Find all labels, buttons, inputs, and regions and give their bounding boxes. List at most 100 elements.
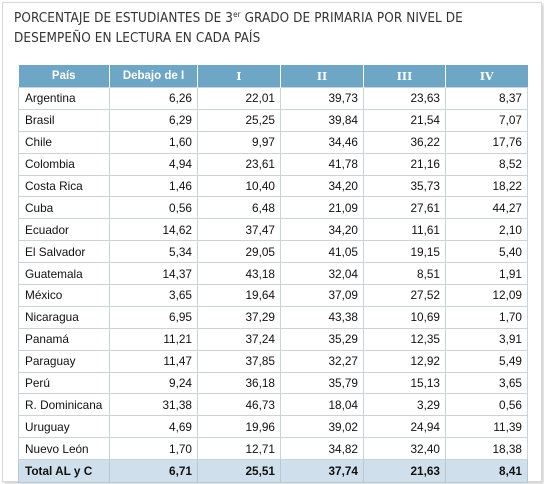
cell-level-iv: 44,27 <box>445 196 528 220</box>
table-total-row: Total AL y C 6,71 25,51 37,74 21,63 8,41 <box>18 459 528 484</box>
title-line-1-text-b: GRADO DE PRIMARIA POR NIVEL DE <box>240 11 463 26</box>
title-line-2: DESEMPEÑO EN LECTURA EN CADA PAÍS <box>14 31 261 46</box>
cell-country: Uruguay <box>18 415 110 439</box>
cell-debajo-de-i: 6,95 <box>109 305 198 329</box>
cell-level-i: 37,24 <box>197 327 281 351</box>
table-row: Panamá 11,21 37,24 35,29 12,35 3,91 <box>18 327 528 351</box>
cell-debajo-de-i: 11,47 <box>109 349 198 373</box>
cell-level-iv: 18,22 <box>445 174 528 198</box>
cell-level-ii: 34,46 <box>280 130 364 154</box>
cell-level-ii: 39,02 <box>280 415 364 439</box>
table-row: Brasil 6,29 25,25 39,84 21,54 7,07 <box>18 108 528 132</box>
table-row: Nicaragua 6,95 37,29 43,38 10,69 1,70 <box>18 305 528 329</box>
cell-level-i: 36,18 <box>197 371 281 395</box>
header-level-iv: IV <box>445 65 528 88</box>
performance-table: País Debajo de I I II III IV Argentina 6,… <box>18 65 528 484</box>
cell-country: Nuevo León <box>18 437 110 461</box>
title-superscript: er <box>233 10 241 19</box>
cell-level-iii: 12,35 <box>363 327 446 351</box>
cell-debajo-de-i: 4,69 <box>109 415 198 439</box>
cell-level-iv: 3,91 <box>445 327 528 351</box>
cell-level-iv: 7,07 <box>445 108 528 132</box>
cell-level-i: 37,47 <box>197 218 281 242</box>
cell-country: México <box>18 284 110 307</box>
table-row: Nuevo León 1,70 12,71 34,82 32,40 18,38 <box>18 437 528 461</box>
cell-level-i: 29,05 <box>197 240 281 264</box>
table-row: Colombia 4,94 23,61 41,78 21,16 8,52 <box>18 152 528 176</box>
cell-level-ii: 41,78 <box>280 152 364 176</box>
table-row: Costa Rica 1,46 10,40 34,20 35,73 18,22 <box>18 174 528 198</box>
cell-level-iv: 1,70 <box>445 305 528 329</box>
cell-level-iii: 11,61 <box>363 218 446 242</box>
cell-debajo-de-i: 3,65 <box>109 284 198 307</box>
cell-level-iv: 0,56 <box>445 393 528 417</box>
cell-country: Panamá <box>18 327 110 351</box>
cell-level-ii: 34,20 <box>280 218 364 242</box>
cell-level-i: 23,61 <box>197 152 281 176</box>
header-level-i: I <box>197 65 281 88</box>
cell-level-i: 46,73 <box>197 393 281 417</box>
cell-level-i: 10,40 <box>197 174 281 198</box>
cell-level-i: 19,64 <box>197 284 281 307</box>
cell-level-ii: 32,04 <box>280 262 364 286</box>
cell-debajo-de-i: 6,26 <box>109 87 198 110</box>
cell-level-ii: 34,82 <box>280 437 364 461</box>
cell-level-iv: 18,38 <box>445 437 528 461</box>
cell-level-i: 19,96 <box>197 415 281 439</box>
cell-level-iii: 32,40 <box>363 437 446 461</box>
cell-debajo-de-i: 4,94 <box>109 152 198 176</box>
table-row: Cuba 0,56 6,48 21,09 27,61 44,27 <box>18 196 528 220</box>
cell-level-iv: 8,52 <box>445 152 528 176</box>
cell-level-iv: 12,09 <box>445 284 528 307</box>
cell-level-ii: 35,79 <box>280 371 364 395</box>
cell-debajo-de-i: 1,60 <box>109 130 198 154</box>
cell-debajo-de-i: 14,62 <box>109 218 198 242</box>
cell-debajo-de-i: 1,70 <box>109 437 198 461</box>
cell-country: Paraguay <box>18 349 110 373</box>
header-level-iii: III <box>363 65 446 88</box>
cell-level-ii: 39,84 <box>280 108 364 132</box>
cell-debajo-de-i: 11,21 <box>109 327 198 351</box>
total-cell-country: Total AL y C <box>18 459 110 484</box>
cell-level-ii: 39,73 <box>280 87 364 110</box>
cell-level-iv: 1,91 <box>445 262 528 286</box>
title-line-1-text-a: PORCENTAJE DE ESTUDIANTES DE 3 <box>14 11 234 26</box>
total-cell-level-ii: 37,74 <box>280 459 364 484</box>
table-body: Argentina 6,26 22,01 39,73 23,63 8,37 Brasil 6,… <box>18 87 528 484</box>
cell-level-iv: 5,49 <box>445 349 528 373</box>
cell-level-iv: 17,76 <box>445 130 528 154</box>
cell-level-iii: 10,69 <box>363 305 446 329</box>
cell-level-i: 9,97 <box>197 130 281 154</box>
cell-level-iii: 12,92 <box>363 349 446 373</box>
cell-level-iv: 5,40 <box>445 240 528 264</box>
cell-level-iii: 15,13 <box>363 371 446 395</box>
title-line-1: PORCENTAJE DE ESTUDIANTES DE 3er GRADO D… <box>14 5 534 29</box>
cell-level-iii: 21,54 <box>363 108 446 132</box>
cell-level-iii: 36,22 <box>363 130 446 154</box>
cell-debajo-de-i: 5,34 <box>109 240 198 264</box>
cell-country: Colombia <box>18 152 110 176</box>
table-row: El Salvador 5,34 29,05 41,05 19,15 5,40 <box>18 240 528 264</box>
header-pais: País <box>18 65 110 88</box>
cell-country: Perú <box>18 371 110 395</box>
cell-level-i: 37,85 <box>197 349 281 373</box>
cell-debajo-de-i: 6,29 <box>109 108 198 132</box>
cell-level-ii: 43,38 <box>280 305 364 329</box>
cell-level-iii: 35,73 <box>363 174 446 198</box>
total-cell-level-iii: 21,63 <box>363 459 446 484</box>
cell-level-iii: 19,15 <box>363 240 446 264</box>
cell-level-i: 12,71 <box>197 437 281 461</box>
cell-country: R. Dominicana <box>18 393 110 417</box>
cell-level-i: 37,29 <box>197 305 281 329</box>
table-title: PORCENTAJE DE ESTUDIANTES DE 3er GRADO D… <box>14 5 534 49</box>
cell-debajo-de-i: 31,38 <box>109 393 198 417</box>
cell-country: Costa Rica <box>18 174 110 198</box>
cell-debajo-de-i: 1,46 <box>109 174 198 198</box>
table-header-row: País Debajo de I I II III IV <box>18 65 528 88</box>
cell-country: El Salvador <box>18 240 110 264</box>
table-row: R. Dominicana 31,38 46,73 18,04 3,29 0,56 <box>18 393 528 417</box>
cell-level-i: 43,18 <box>197 262 281 286</box>
cell-level-iii: 24,94 <box>363 415 446 439</box>
cell-debajo-de-i: 0,56 <box>109 196 198 220</box>
cell-level-iii: 23,63 <box>363 87 446 110</box>
